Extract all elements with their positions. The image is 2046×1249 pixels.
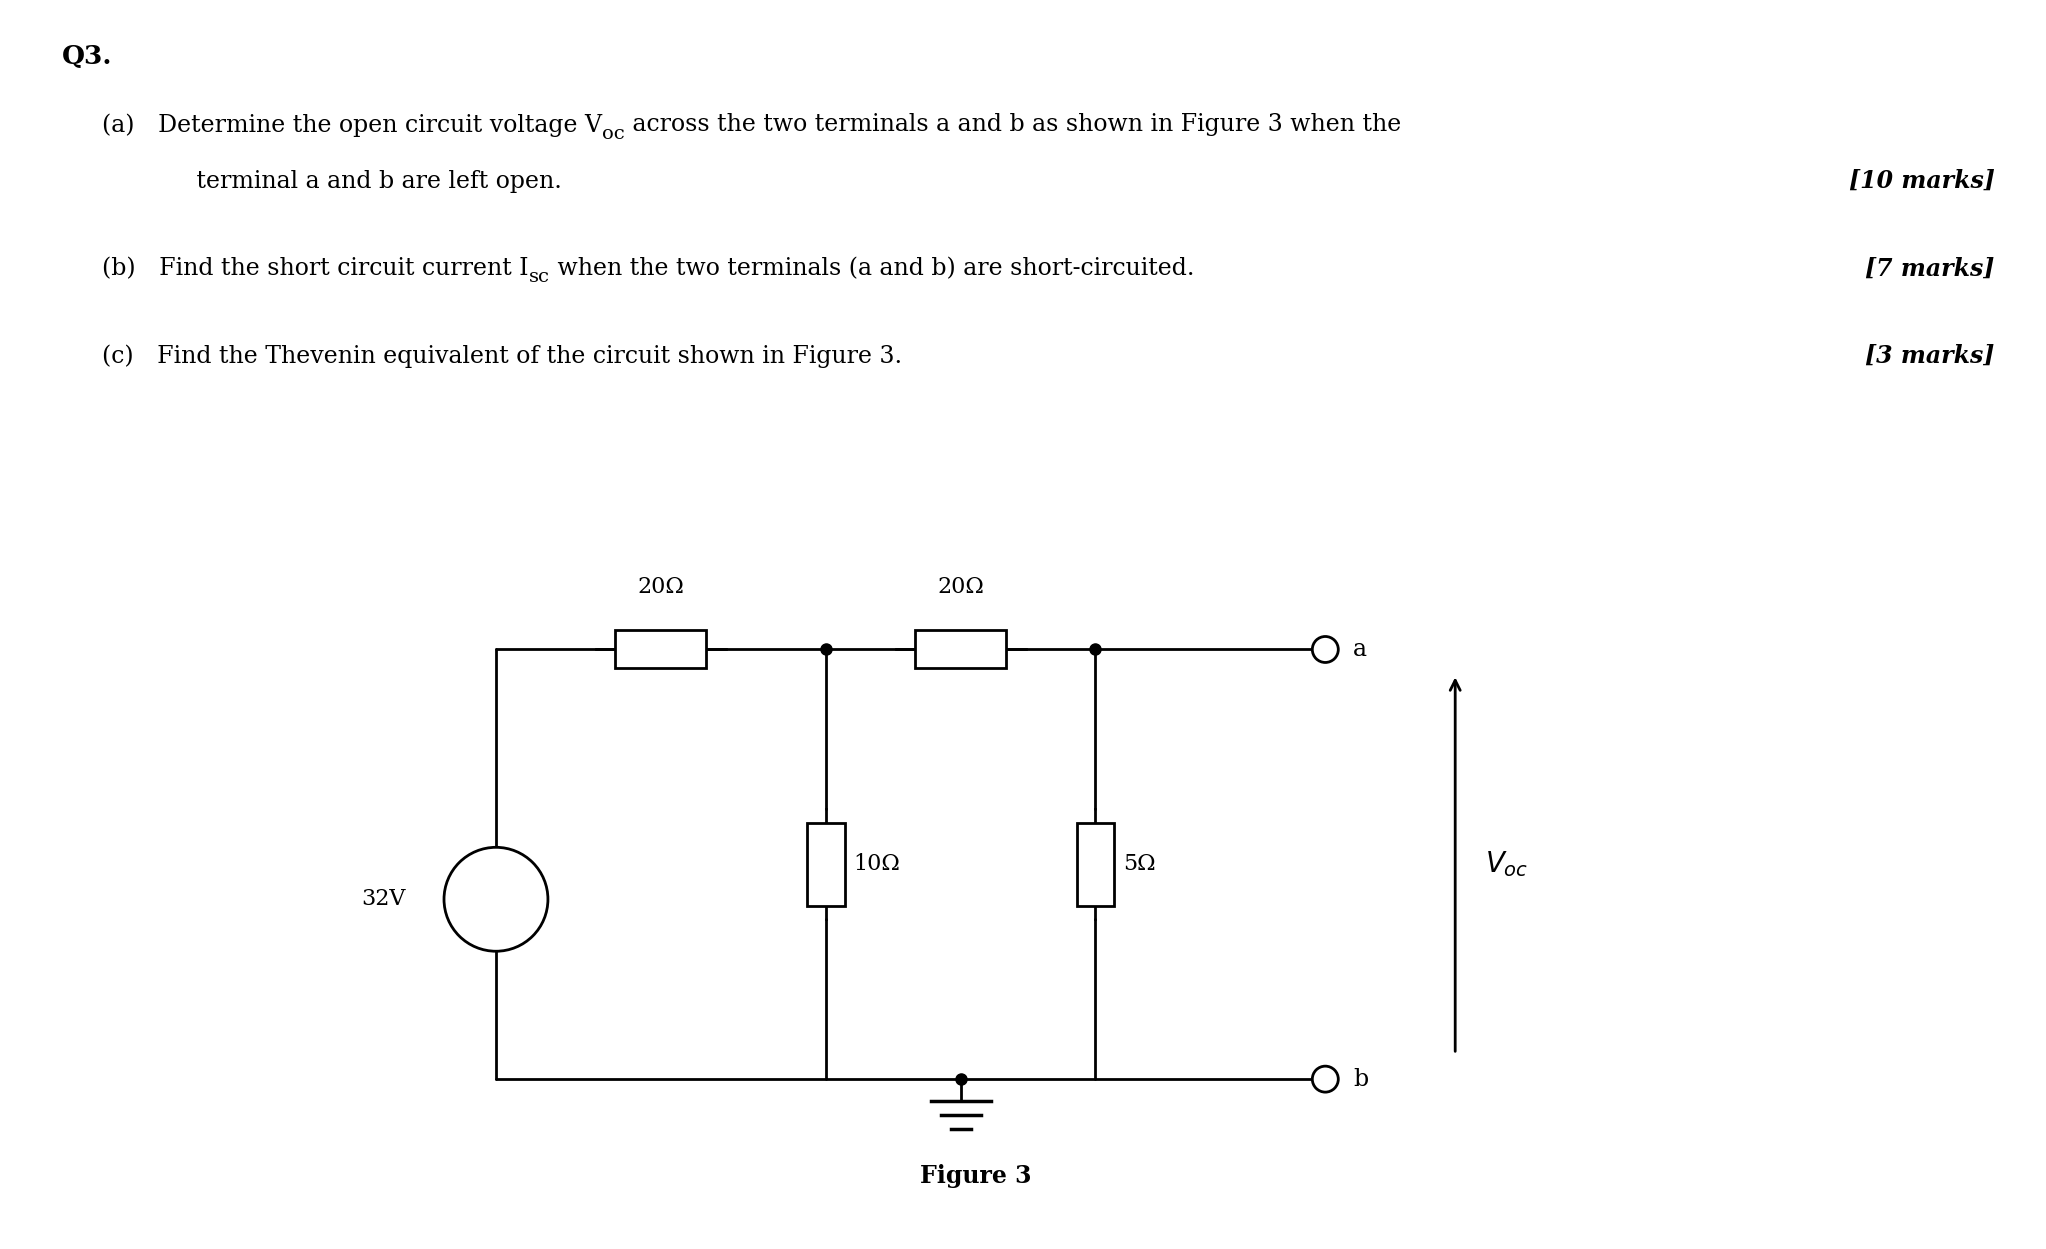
Text: [7 marks]: [7 marks]: [1866, 256, 1995, 281]
Text: 5Ω: 5Ω: [1123, 853, 1156, 876]
Text: terminal a and b are left open.: terminal a and b are left open.: [102, 170, 563, 192]
Text: 20Ω: 20Ω: [937, 576, 984, 597]
Circle shape: [1311, 1067, 1338, 1092]
Bar: [1076, 823, 1115, 906]
Text: $V_{oc}$: $V_{oc}$: [1485, 849, 1528, 879]
Text: −: −: [485, 906, 507, 929]
Text: sc: sc: [528, 269, 550, 286]
Bar: [616, 631, 706, 668]
Text: oc: oc: [602, 125, 624, 142]
Text: 32V: 32V: [362, 888, 405, 911]
Text: 20Ω: 20Ω: [638, 576, 683, 597]
Text: Figure 3: Figure 3: [921, 1164, 1031, 1188]
Circle shape: [1311, 637, 1338, 662]
Text: (a) Determine the open circuit voltage V: (a) Determine the open circuit voltage V: [102, 114, 602, 136]
Text: across the two terminals a and b as shown in Figure 3 when the: across the two terminals a and b as show…: [624, 114, 1402, 136]
Text: [10 marks]: [10 marks]: [1850, 169, 1995, 194]
Text: when the two terminals (a and b) are short-circuited.: when the two terminals (a and b) are sho…: [550, 257, 1195, 280]
Text: Q3.: Q3.: [61, 44, 113, 69]
Text: (b) Find the short circuit current I: (b) Find the short circuit current I: [102, 257, 528, 280]
Text: 10Ω: 10Ω: [853, 853, 900, 876]
Text: [3 marks]: [3 marks]: [1866, 343, 1995, 368]
Text: b: b: [1352, 1068, 1369, 1090]
Circle shape: [444, 847, 548, 952]
Text: (c) Find the Thevenin equivalent of the circuit shown in Figure 3.: (c) Find the Thevenin equivalent of the …: [102, 345, 902, 367]
Bar: [806, 823, 845, 906]
Bar: [915, 631, 1007, 668]
Text: +: +: [487, 872, 505, 892]
Text: a: a: [1352, 638, 1367, 661]
